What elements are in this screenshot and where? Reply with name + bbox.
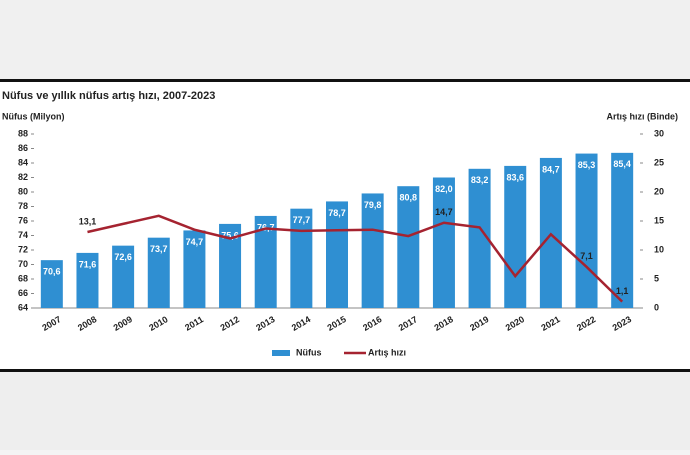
- y-tick-label: 82: [18, 172, 28, 182]
- bar-value-label: 70,6: [43, 267, 61, 277]
- y-tick-label: 68: [18, 273, 28, 283]
- bar: [147, 237, 170, 308]
- y2-tick-label: 30: [654, 128, 664, 138]
- top-border: [0, 79, 690, 82]
- line: [87, 214, 624, 303]
- y2-tick-label: 5: [654, 273, 659, 283]
- bar: [432, 177, 455, 308]
- bottom-border: [0, 369, 690, 372]
- bar: [112, 245, 135, 308]
- bar-value-label: 77,7: [293, 215, 311, 225]
- y-tick-label: 74: [18, 230, 28, 240]
- y-tick-label: 64: [18, 302, 28, 312]
- bar-value-label: 82,0: [435, 184, 453, 194]
- y-tick-label: 78: [18, 201, 28, 211]
- y2-tick-label: 10: [654, 244, 664, 254]
- bar: [183, 230, 206, 308]
- bar-value-label: 75,6: [221, 230, 239, 240]
- bar-value-label: 83,6: [506, 172, 524, 182]
- y2-axis-label: Artış hızı (Binde): [607, 111, 679, 121]
- bar-value-label: 78,7: [328, 208, 346, 218]
- bar: [254, 215, 277, 308]
- bar: [468, 168, 491, 308]
- bar-value-label: 80,8: [400, 193, 418, 203]
- y-tick-label: 84: [18, 157, 28, 167]
- y-tick-label: 76: [18, 215, 28, 225]
- bar: [76, 252, 99, 308]
- bar-value-label: 73,7: [150, 244, 168, 254]
- bar: [219, 223, 242, 308]
- line-value-label: 7,1: [580, 251, 593, 261]
- bar-value-label: 74,7: [186, 237, 204, 247]
- line-value-label: 13,1: [79, 216, 97, 226]
- bar-value-label: 85,3: [578, 160, 596, 170]
- legend-label: Nüfus: [296, 347, 322, 357]
- bar: [40, 260, 63, 308]
- y-tick-label: 72: [18, 244, 28, 254]
- bar-value-label: 79,8: [364, 200, 382, 210]
- bar: [504, 165, 527, 308]
- chart-title: Nüfus ve yıllık nüfus artış hızı, 2007-2…: [2, 90, 215, 102]
- blurred-top: [0, 0, 690, 80]
- bar: [575, 153, 598, 308]
- bar-value-label: 85,4: [613, 159, 631, 169]
- y-tick-label: 80: [18, 186, 28, 196]
- blurred-bottom: [0, 372, 690, 450]
- y2-tick-label: 20: [654, 186, 664, 196]
- bar-value-label: 84,7: [542, 164, 560, 174]
- line-value-label: 14,7: [435, 207, 453, 217]
- y-tick-label: 70: [18, 259, 28, 269]
- bar-value-label: 83,2: [471, 175, 489, 185]
- y2-tick-label: 15: [654, 215, 664, 225]
- legend-swatch: [272, 350, 290, 356]
- y-tick-label: 66: [18, 288, 28, 298]
- y-tick-label: 86: [18, 143, 28, 153]
- y-tick-label: 88: [18, 128, 28, 138]
- bar: [326, 201, 348, 308]
- bar-value-label: 72,6: [114, 252, 132, 262]
- line-value-label: 1,1: [616, 286, 629, 296]
- bar: [361, 193, 384, 308]
- y-axis-label: Nüfus (Milyon): [2, 111, 65, 121]
- bar-value-label: 71,6: [79, 259, 97, 269]
- legend-label: Artış hızı: [368, 347, 406, 357]
- bar: [397, 186, 420, 308]
- bar: [290, 208, 313, 308]
- y2-tick-label: 0: [654, 302, 659, 312]
- bar: [611, 152, 634, 308]
- y2-tick-label: 25: [654, 157, 664, 167]
